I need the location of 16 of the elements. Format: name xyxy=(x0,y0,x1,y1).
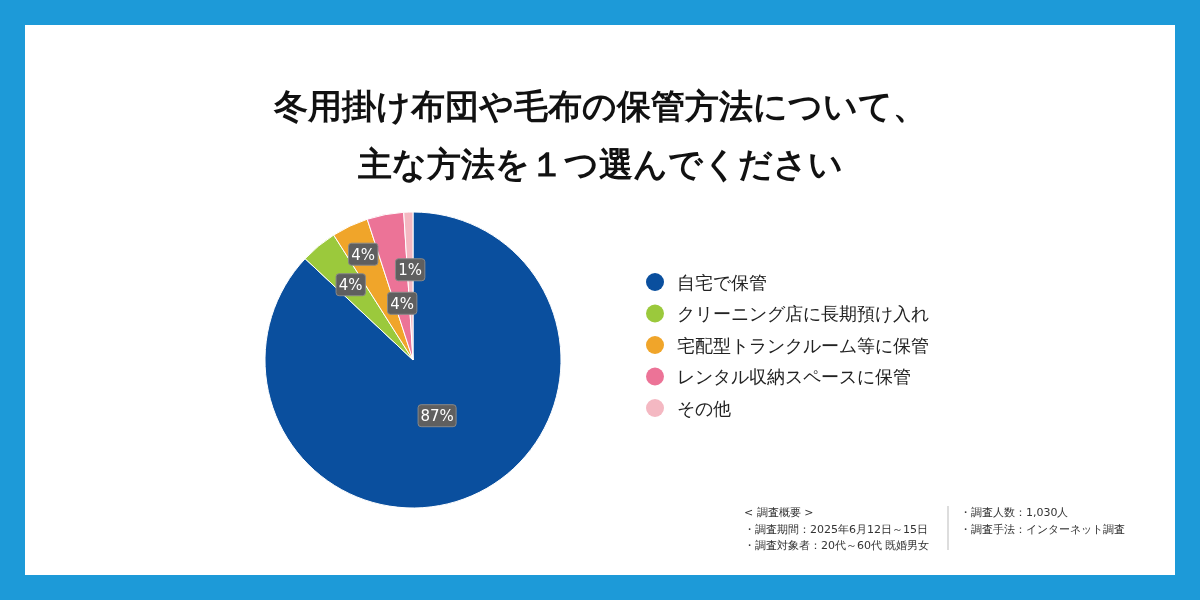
data-label: 1% xyxy=(398,261,423,280)
text: ・調査期間：2025年6月12日～15日 xyxy=(744,522,928,536)
legend-label: 自宅で保管 xyxy=(677,271,767,293)
legend-label: レンタル収納スペースに保管 xyxy=(677,366,911,387)
chart-title: 冬用掛け布団や毛布の保管方法について、主な方法を１つ選んでください xyxy=(272,86,927,184)
text: ・調査人数：1,030人 xyxy=(960,506,1069,519)
text: ・調査対象者：20代～60代 既婚男女 xyxy=(744,539,930,552)
legend-label: 宅配型トランクルーム等に保管 xyxy=(677,334,929,356)
text: < 調査概要 > xyxy=(744,506,814,519)
data-label: 4% xyxy=(351,245,376,264)
legend-label: その他 xyxy=(677,397,731,419)
data-label: 87% xyxy=(420,407,454,426)
data-label: 4% xyxy=(390,294,415,313)
text: ・調査手法：インターネット調査 xyxy=(960,522,1125,536)
data-label: 4% xyxy=(338,276,363,295)
legend-label: クリーニング店に長期預け入れ xyxy=(677,303,929,324)
